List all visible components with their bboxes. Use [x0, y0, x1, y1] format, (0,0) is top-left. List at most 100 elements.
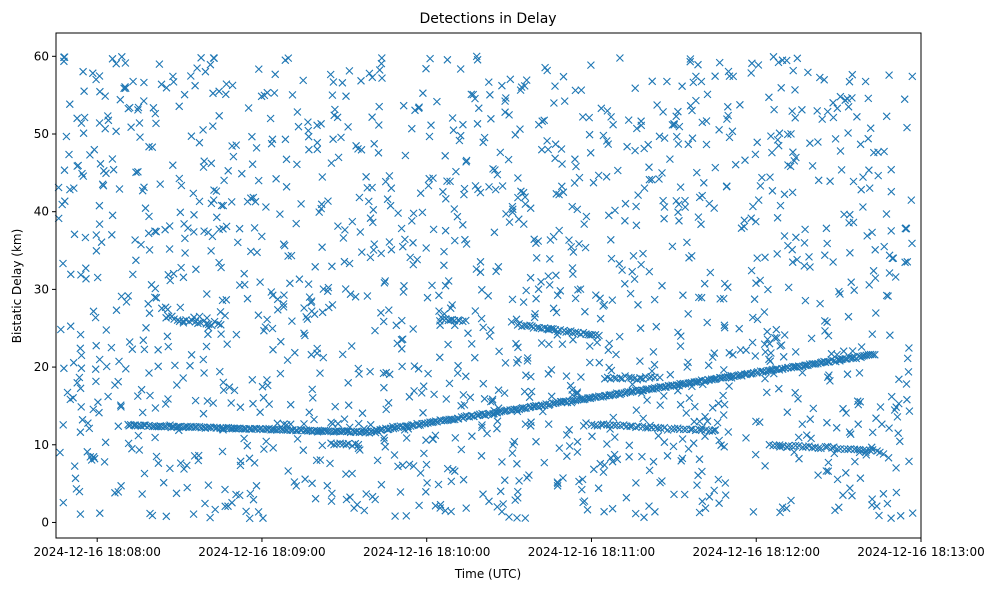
data-point-x-marker — [695, 425, 704, 434]
data-point-x-marker — [236, 457, 245, 466]
data-point-x-marker — [207, 199, 216, 208]
data-point-x-marker — [217, 201, 226, 210]
data-point-x-marker — [644, 423, 652, 432]
data-point-x-marker — [146, 391, 154, 400]
data-point-x-marker — [116, 95, 125, 104]
data-point-x-marker — [186, 72, 195, 80]
data-point-x-marker — [585, 342, 594, 350]
data-point-x-marker — [599, 468, 608, 476]
data-point-x-marker — [580, 220, 589, 228]
data-point-x-marker — [692, 96, 700, 105]
data-point-x-marker — [82, 274, 90, 283]
data-point-x-marker — [83, 447, 92, 456]
data-point-x-marker — [366, 367, 374, 376]
data-point-x-marker — [100, 458, 109, 466]
data-point-x-marker — [844, 102, 853, 111]
data-point-x-marker — [293, 108, 302, 116]
data-point-x-marker — [431, 431, 440, 440]
data-point-x-marker — [783, 130, 792, 139]
data-point-x-marker — [820, 75, 829, 84]
data-point-x-marker — [132, 168, 140, 177]
data-point-x-marker — [313, 349, 321, 358]
data-point-x-marker — [543, 137, 551, 145]
data-point-x-marker — [589, 178, 598, 187]
data-point-x-marker — [651, 373, 659, 382]
data-point-x-marker — [886, 331, 894, 340]
data-point-x-marker — [467, 411, 476, 420]
data-point-x-marker — [479, 323, 488, 332]
data-point-x-marker — [829, 258, 837, 266]
data-point-x-marker — [150, 293, 159, 302]
data-point-x-marker — [164, 395, 172, 403]
data-point-x-marker — [708, 353, 717, 361]
data-point-x-marker — [139, 97, 148, 105]
data-point-x-marker — [425, 132, 434, 141]
data-point-x-marker — [391, 512, 399, 520]
data-point-x-marker — [397, 316, 406, 325]
data-point-x-marker — [687, 252, 696, 260]
data-point-x-marker — [866, 446, 874, 455]
data-point-x-marker — [599, 302, 607, 310]
data-point-x-marker — [142, 323, 150, 332]
data-point-x-marker — [772, 441, 781, 450]
data-point-x-marker — [76, 510, 85, 518]
data-point-x-marker — [609, 413, 618, 422]
data-point-x-marker — [168, 161, 177, 170]
data-point-x-marker — [272, 174, 280, 183]
data-point-x-marker — [780, 331, 789, 339]
data-point-x-marker — [632, 423, 640, 432]
data-point-x-marker — [562, 328, 570, 336]
data-point-x-marker — [668, 121, 677, 129]
data-point-x-marker — [279, 303, 288, 311]
data-point-x-marker — [237, 169, 246, 178]
data-point-x-marker — [516, 125, 524, 133]
data-point-x-marker — [410, 387, 418, 395]
data-point-x-marker — [392, 321, 401, 330]
data-point-x-marker — [409, 209, 418, 218]
data-point-x-marker — [676, 183, 685, 191]
data-point-x-marker — [833, 445, 842, 453]
data-point-x-marker — [371, 326, 379, 335]
data-point-x-marker — [806, 415, 815, 424]
data-point-x-marker — [267, 288, 276, 296]
data-point-x-marker — [466, 393, 475, 402]
data-point-x-marker — [874, 171, 883, 180]
data-point-x-marker — [545, 340, 553, 349]
data-point-x-marker — [189, 510, 198, 518]
data-point-x-marker — [165, 245, 174, 253]
data-point-x-marker — [235, 491, 244, 500]
data-point-x-marker — [866, 124, 875, 133]
data-point-x-marker — [230, 424, 239, 433]
data-point-x-marker — [695, 193, 704, 202]
data-point-x-marker — [270, 89, 279, 97]
data-point-x-marker — [802, 431, 811, 439]
data-point-x-marker — [190, 210, 198, 219]
data-point-x-marker — [483, 429, 491, 438]
data-point-x-marker — [721, 479, 730, 487]
data-point-x-marker — [563, 452, 571, 461]
data-point-x-marker — [833, 104, 842, 113]
data-point-x-marker — [481, 411, 490, 420]
data-point-x-marker — [513, 514, 521, 522]
data-point-x-marker — [577, 86, 586, 94]
data-point-x-marker — [397, 344, 406, 353]
data-point-x-marker — [853, 112, 861, 121]
data-point-x-marker — [692, 378, 700, 386]
data-point-x-marker — [882, 210, 891, 218]
data-point-x-marker — [769, 441, 777, 450]
data-point-x-marker — [588, 330, 596, 339]
data-point-x-marker — [318, 308, 327, 317]
data-point-x-marker — [337, 133, 345, 142]
data-point-x-marker — [777, 341, 786, 349]
data-point-x-marker — [286, 400, 295, 409]
data-point-x-marker — [194, 456, 203, 465]
data-point-x-marker — [280, 291, 288, 299]
data-point-x-marker — [249, 399, 257, 408]
data-point-x-marker — [155, 60, 164, 68]
data-point-x-marker — [65, 100, 74, 109]
data-point-x-marker — [697, 77, 706, 86]
data-point-x-marker — [618, 266, 626, 274]
data-point-x-marker — [675, 122, 684, 131]
data-point-x-marker — [318, 173, 327, 181]
data-point-x-marker — [444, 277, 453, 285]
